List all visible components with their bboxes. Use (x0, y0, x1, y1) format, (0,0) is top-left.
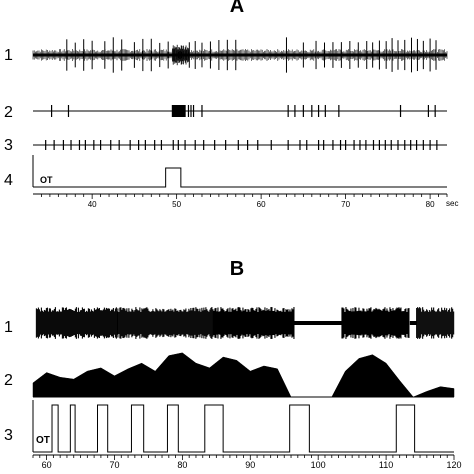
axis-b-tick-label: 110 (379, 460, 393, 470)
axis-b-tick-label: 60 (42, 460, 52, 470)
axis-a-tick-label: 40 (88, 200, 97, 209)
panel-b-ot-label: OT (36, 435, 50, 446)
panel-b-trace-1 (35, 307, 455, 339)
panel-b-label: B (230, 258, 244, 280)
panel-a-row2-label: 2 (4, 104, 13, 121)
axis-a-tick-label: 70 (341, 200, 350, 209)
b-ot-pulse-trace (33, 404, 454, 453)
panel-a-row4-label: 4 (4, 172, 13, 189)
panel-a-row3-label: 3 (4, 137, 13, 154)
panel-a-unit-label: sec (446, 199, 458, 208)
axis-a-tick-label: 60 (257, 200, 266, 209)
panel-b-time-axis: 60 70 80 90 100 110 120 (32, 454, 462, 470)
rate-area (32, 352, 455, 398)
panel-a-label: A (230, 0, 244, 17)
axis-b-tick-label: 80 (177, 460, 187, 470)
panel-b-row2-label: 2 (4, 372, 13, 389)
axis-a-tick-label: 80 (426, 200, 435, 209)
panel-a-ot-trace (32, 155, 447, 188)
panel-b-ot-trace (32, 400, 454, 453)
axis-b-tick-label: 70 (109, 460, 119, 470)
panel-a-trace-3 (33, 140, 447, 150)
panel-a-row1-label: 1 (4, 47, 13, 64)
b-trace-1-quiet (294, 321, 342, 325)
axis-b-tick-label: 90 (245, 460, 255, 470)
ot-pulse-trace (33, 167, 447, 188)
panel-a-trace-1 (32, 37, 448, 73)
axis-b-tick-label: 120 (446, 460, 461, 470)
panel-b-row3-label: 3 (4, 427, 13, 444)
axis-b-tick-label: 100 (311, 460, 326, 470)
panel-b-rate-trace (32, 352, 455, 398)
panel-a-trace-2 (33, 105, 447, 117)
b-trace-1-quiet (409, 321, 417, 325)
panel-a-time-axis: 40 50 60 70 80 (33, 193, 448, 209)
panel-a-ot-label: OT (40, 175, 53, 185)
trace-2-block (172, 105, 186, 117)
panel-b-row1-label: 1 (4, 319, 13, 336)
axis-a-tick-label: 50 (172, 200, 181, 209)
